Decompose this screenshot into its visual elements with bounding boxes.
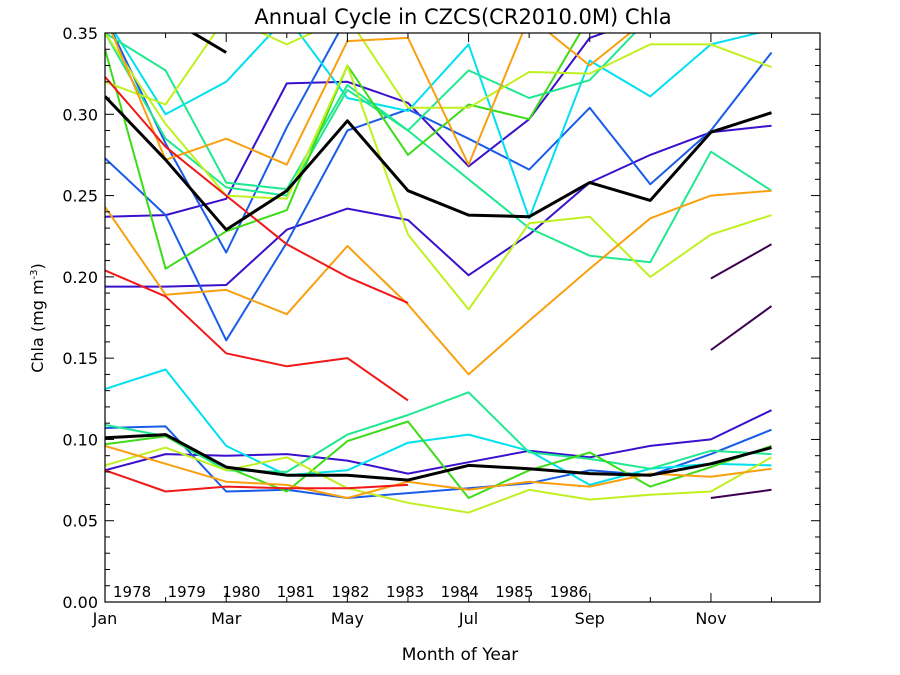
series-line	[105, 469, 409, 493]
series-1985	[105, 33, 772, 499]
series-line	[710, 305, 773, 351]
x-tick-label: Jan	[92, 609, 118, 628]
series-line	[190, 33, 227, 54]
series-line	[113, 33, 763, 220]
legend-entry-1979: 1979	[168, 583, 206, 601]
series-line	[105, 33, 772, 109]
x-tick-label: Jul	[458, 609, 478, 628]
x-tick-label: May	[331, 609, 364, 628]
legend-entry-1985: 1985	[495, 583, 533, 601]
series-line	[110, 33, 632, 166]
series-line	[111, 33, 340, 254]
series-1984	[105, 33, 772, 514]
series-line	[105, 409, 772, 475]
y-axis-label-close: )	[28, 263, 47, 269]
y-tick-label: 0.15	[62, 349, 98, 368]
series-line	[710, 243, 772, 280]
axis-layer: Jan Mar May Jul Sep Nov 0.00 0.05 0.10 0.15 0.20 0.…	[62, 24, 820, 628]
legend-entry-1984: 1984	[441, 583, 479, 601]
y-tick-label: 0.35	[62, 24, 98, 43]
legend-entry-1982: 1982	[331, 583, 369, 601]
legend: 1978 1979 1980 1981 1982 1983 1984 1985 1986	[113, 583, 588, 601]
y-tick-label: 0.05	[62, 512, 98, 531]
series-1986	[105, 76, 409, 493]
y-axis-label-unit-exponent: -3	[29, 269, 40, 279]
y-tick-label: 0.20	[62, 268, 98, 287]
y-tick-label: 0.00	[62, 593, 98, 612]
series-mean	[105, 33, 772, 482]
series-line	[105, 269, 409, 402]
series-1981	[105, 33, 772, 486]
series-line	[105, 76, 409, 304]
legend-entry-1980: 1980	[222, 583, 260, 601]
series-line	[105, 33, 582, 270]
series-line	[105, 95, 772, 232]
x-tick-label: Nov	[695, 609, 726, 628]
legend-entry-1978: 1978	[113, 583, 151, 601]
series-line	[105, 433, 772, 482]
x-tick-label: Sep	[575, 609, 605, 628]
x-axis-label: Month of Year	[402, 645, 518, 665]
plot-frame	[104, 32, 821, 603]
series-line	[105, 189, 772, 376]
legend-entry-1981: 1981	[277, 583, 315, 601]
legend-entry-1986: 1986	[550, 583, 588, 601]
series-line	[105, 33, 772, 311]
series-1980	[105, 33, 773, 499]
series-line	[105, 446, 772, 514]
series-line	[105, 391, 772, 473]
legend-entry-1983: 1983	[386, 583, 424, 601]
y-tick-label: 0.30	[62, 105, 98, 124]
series-line	[105, 124, 772, 288]
series-line	[105, 425, 772, 499]
x-tick-label: Mar	[211, 609, 242, 628]
series-line	[105, 51, 773, 342]
series-line	[105, 33, 607, 218]
series-1979	[105, 33, 772, 475]
chart-title: Annual Cycle in CZCS(CR2010.0M) Chla	[254, 5, 671, 29]
y-tick-label: 0.25	[62, 187, 98, 206]
series-line	[105, 368, 772, 486]
y-axis-label-main: Chla (mg m	[28, 279, 47, 372]
y-axis-label: Chla (mg m-3)	[28, 263, 47, 373]
series-1978	[710, 243, 773, 499]
series-layer	[105, 33, 773, 514]
series-line	[710, 488, 772, 499]
series-1983	[105, 33, 772, 499]
y-tick-label: 0.10	[62, 430, 98, 449]
series-line	[105, 33, 773, 264]
